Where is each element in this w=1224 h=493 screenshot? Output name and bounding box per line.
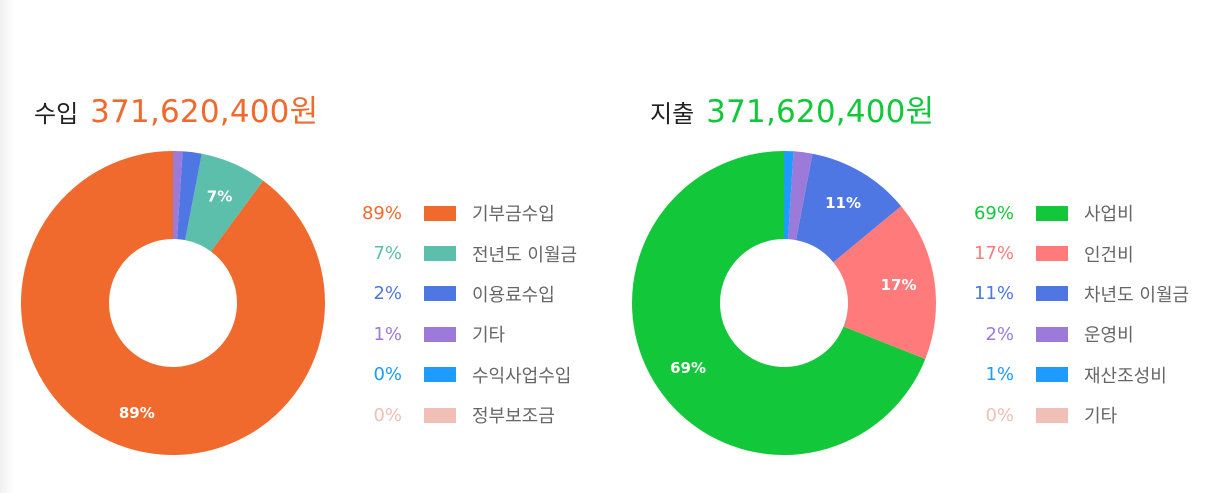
expense-legend-name-2: 차년도 이월금 bbox=[1084, 284, 1190, 306]
income-legend-percent-5: 0% bbox=[373, 404, 402, 426]
expense-slice-2 bbox=[795, 153, 902, 263]
expense-legend-swatch-2 bbox=[1036, 286, 1068, 302]
income-legend-swatch-3 bbox=[424, 326, 456, 342]
income-slice-label-0: 89% bbox=[119, 404, 155, 422]
income-legend-name-0: 기부금수입 bbox=[472, 204, 555, 226]
expense-legend: 69% 사업비 17% 인건비 11% 차년도 이월금 2% 운영비 1% 재산조성비 0% 기타 bbox=[964, 193, 1189, 435]
expense-legend-percent-0: 69% bbox=[973, 202, 1014, 224]
expense-legend-swatch-4 bbox=[1036, 367, 1068, 383]
expense-legend-item-1: 17% 인건비 bbox=[964, 233, 1189, 273]
income-legend-percent-1: 7% bbox=[373, 243, 402, 265]
expense-panel: 지출 371,620,400원 69% 17% 11% 69% 사업비 17% 인건비 11… bbox=[612, 0, 1224, 493]
expense-legend-name-1: 인건비 bbox=[1084, 244, 1134, 266]
expense-legend-item-3: 2% 운영비 bbox=[964, 314, 1189, 354]
expense-legend-percent-1: 17% bbox=[973, 243, 1014, 265]
income-legend-item-4: 0% 수익사업수입 bbox=[352, 355, 577, 395]
expense-legend-item-0: 69% 사업비 bbox=[964, 193, 1189, 233]
income-slice-3 bbox=[173, 151, 183, 240]
income-legend-name-1: 전년도 이월금 bbox=[472, 244, 578, 266]
expense-legend-percent-5: 0% bbox=[985, 404, 1014, 426]
expense-total-amount: 371,620,400원 bbox=[706, 94, 935, 130]
expense-legend-swatch-1 bbox=[1036, 246, 1068, 262]
expense-legend-percent-3: 2% bbox=[985, 323, 1014, 345]
expense-slice-label-1: 17% bbox=[881, 276, 917, 294]
income-slice-label-1: 7% bbox=[207, 188, 232, 206]
income-header: 수입 371,620,400원 bbox=[34, 86, 318, 131]
expense-title: 지출 bbox=[650, 100, 695, 128]
income-legend-name-5: 정부보조금 bbox=[472, 406, 555, 428]
income-legend-swatch-0 bbox=[424, 205, 456, 221]
income-legend-swatch-2 bbox=[424, 286, 456, 302]
income-title: 수입 bbox=[34, 100, 79, 128]
expense-header: 지출 371,620,400원 bbox=[650, 86, 934, 131]
expense-slice-label-0: 69% bbox=[670, 359, 706, 377]
left-edge-shade bbox=[0, 0, 14, 493]
income-donut-chart: 89% 7% bbox=[21, 151, 326, 455]
expense-legend-percent-4: 1% bbox=[985, 364, 1014, 386]
expense-slice-0 bbox=[632, 151, 926, 456]
income-panel: 수입 371,620,400원 89% 7% 89% 기부금수입 7% 전년도 이월금 2… bbox=[21, 86, 577, 455]
income-slice-2 bbox=[177, 151, 202, 241]
expense-slice-4 bbox=[784, 151, 794, 240]
income-legend-swatch-4 bbox=[424, 367, 456, 383]
income-legend-swatch-5 bbox=[424, 407, 456, 423]
income-legend-percent-2: 2% bbox=[373, 283, 402, 305]
expense-legend-swatch-0 bbox=[1036, 205, 1068, 221]
income-total-amount: 371,620,400원 bbox=[90, 94, 319, 130]
income-legend-item-2: 2% 이용료수입 bbox=[352, 274, 577, 314]
income-slice-0 bbox=[21, 151, 326, 455]
expense-legend-swatch-5 bbox=[1036, 407, 1068, 423]
expense-legend-item-5: 0% 기타 bbox=[964, 395, 1189, 435]
income-legend-percent-3: 1% bbox=[373, 323, 402, 345]
expense-legend-name-4: 재산조성비 bbox=[1084, 365, 1167, 387]
expense-legend-item-4: 1% 재산조성비 bbox=[964, 355, 1189, 395]
income-legend-item-0: 89% 기부금수입 bbox=[352, 193, 577, 233]
income-legend: 89% 기부금수입 7% 전년도 이월금 2% 이용료수입 1% 기타 0% 수익사업수입 0% 정부… bbox=[352, 193, 577, 435]
expense-slice-3 bbox=[788, 151, 813, 241]
expense-legend-name-5: 기타 bbox=[1084, 406, 1118, 428]
income-legend-percent-0: 89% bbox=[361, 202, 402, 224]
income-legend-swatch-1 bbox=[424, 246, 456, 262]
expense-legend-name-0: 사업비 bbox=[1084, 204, 1134, 226]
expense-donut-chart: 69% 17% 11% bbox=[632, 151, 936, 456]
expense-slice-label-2: 11% bbox=[825, 194, 861, 212]
income-slice-1 bbox=[185, 153, 264, 252]
income-legend-item-5: 0% 정부보조금 bbox=[352, 395, 577, 435]
income-legend-item-1: 7% 전년도 이월금 bbox=[352, 233, 577, 273]
income-legend-name-3: 기타 bbox=[472, 325, 506, 347]
expense-legend-name-3: 운영비 bbox=[1084, 325, 1134, 347]
expense-legend-item-2: 11% 차년도 이월금 bbox=[964, 274, 1189, 314]
expense-slice-1 bbox=[833, 206, 936, 359]
income-legend-name-4: 수익사업수입 bbox=[472, 365, 572, 387]
income-legend-name-2: 이용료수입 bbox=[472, 284, 555, 306]
income-legend-percent-4: 0% bbox=[373, 364, 402, 386]
income-legend-item-3: 1% 기타 bbox=[352, 314, 577, 354]
expense-legend-percent-2: 11% bbox=[973, 283, 1014, 305]
expense-legend-swatch-3 bbox=[1036, 326, 1068, 342]
